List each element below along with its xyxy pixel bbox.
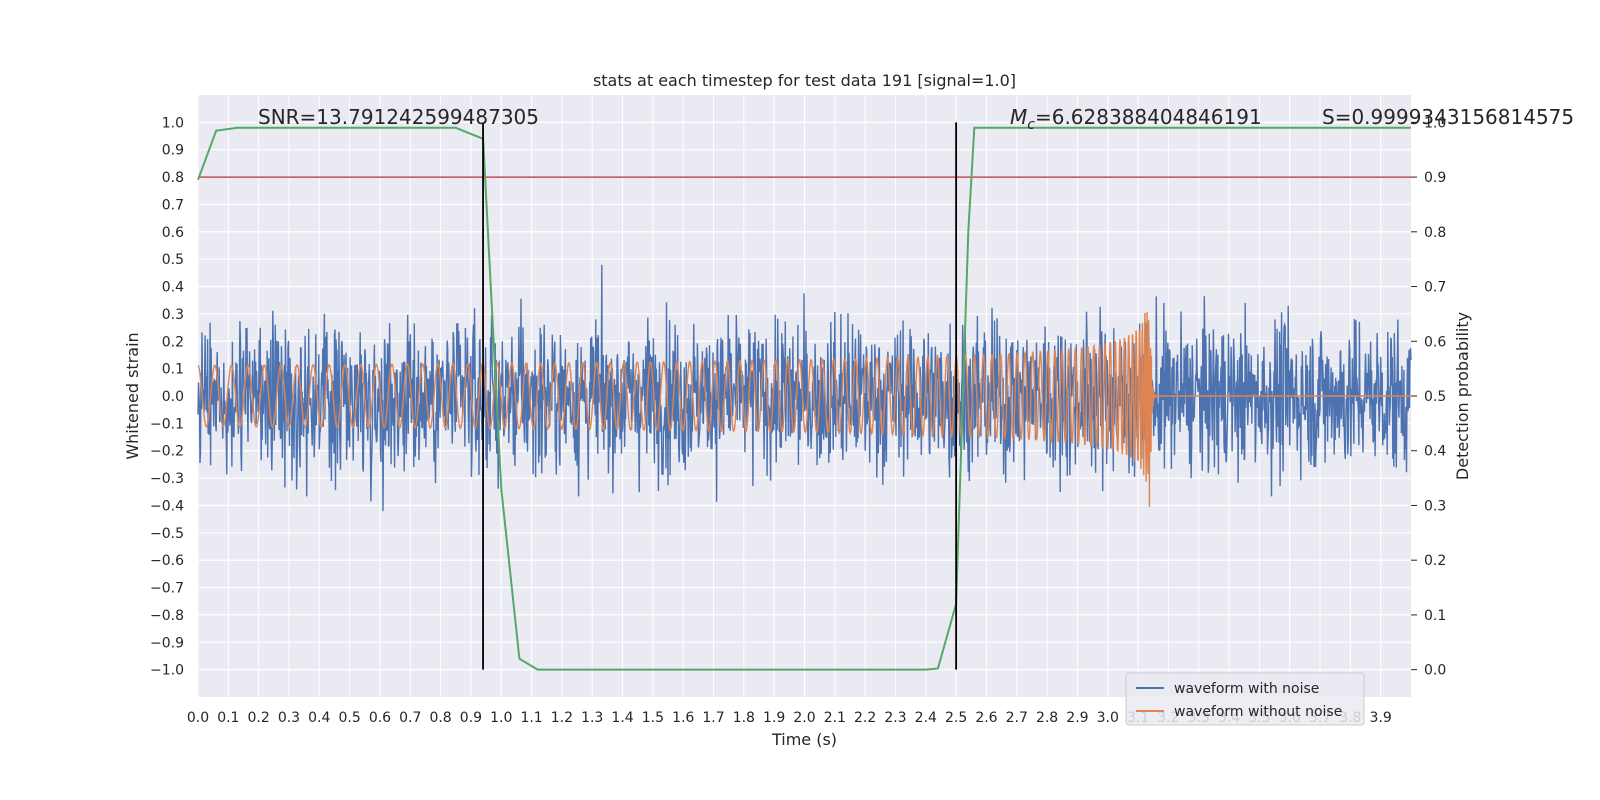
- y2-tick-label: 0.5: [1424, 389, 1446, 405]
- series-layer: [197, 122, 1412, 671]
- x-tick-label: 0.9: [460, 710, 482, 726]
- y-tick-label: −0.7: [150, 581, 184, 597]
- y2-axis-label: Detection probability: [1453, 312, 1472, 480]
- x-tick-label: 0.7: [399, 710, 421, 726]
- snr-annotation: SNR=13.791242599487305: [258, 105, 539, 129]
- x-axis-label: Time (s): [771, 730, 837, 749]
- x-tick-label: 1.5: [642, 710, 664, 726]
- chirp-mass-annotation: Mc=6.628388404846191: [1010, 105, 1262, 133]
- x-tick-label: 2.4: [915, 710, 937, 726]
- y-tick-label: −0.8: [150, 608, 184, 624]
- x-tick-label: 0.5: [338, 710, 360, 726]
- y-axis-ticks: 1.0 0.9 0.8 0.7 0.6 0.5 0.4 0.3 0.2 0.1 0.0 −0.1 −0.…: [150, 115, 184, 678]
- x-tick-label: 1.3: [581, 710, 603, 726]
- x-tick-label: 0.1: [217, 710, 239, 726]
- y-tick-label: 1.0: [162, 115, 184, 131]
- y-tick-label: 0.0: [162, 389, 184, 405]
- y2-tick-label: 0.4: [1424, 444, 1446, 460]
- x-tick-label: 2.2: [854, 710, 876, 726]
- x-tick-label: 0.0: [187, 710, 209, 726]
- x-tick-label: 1.1: [520, 710, 542, 726]
- y-tick-label: −0.2: [150, 444, 184, 460]
- x-tick-label: 3.0: [1097, 710, 1119, 726]
- y2-tick-label: 0.2: [1424, 553, 1446, 569]
- y2-tick-label: 0.8: [1424, 225, 1446, 241]
- series-line-clean: [197, 311, 1411, 508]
- legend-box: [1125, 672, 1365, 726]
- y-tick-label: −0.5: [150, 526, 184, 542]
- y-tick-label: 0.4: [162, 280, 184, 296]
- x-tick-label: 1.7: [702, 710, 724, 726]
- x-tick-label: 2.6: [975, 710, 997, 726]
- y2-tick-label: 0.0: [1424, 663, 1446, 679]
- x-tick-label: 2.0: [793, 710, 815, 726]
- x-tick-label: 2.5: [945, 710, 967, 726]
- x-tick-label: 2.8: [1036, 710, 1058, 726]
- x-tick-label: 1.2: [551, 710, 573, 726]
- y2-tick-label: 0.1: [1424, 608, 1446, 624]
- y-tick-label: 0.8: [162, 170, 184, 186]
- x-tick-label: 0.2: [248, 710, 270, 726]
- detection-probability-line: [197, 126, 1411, 671]
- y2-tick-label: 0.3: [1424, 498, 1446, 514]
- chirp-mass-subscript: c: [1027, 117, 1035, 133]
- x-tick-label: 0.8: [429, 710, 451, 726]
- legend-label-clean: waveform without noise: [1174, 704, 1342, 720]
- chirp-mass-value: =6.628388404846191: [1035, 105, 1262, 129]
- x-tick-label: 2.7: [1006, 710, 1028, 726]
- y2-tick-label: 0.9: [1424, 170, 1446, 186]
- y-tick-label: 0.2: [162, 334, 184, 350]
- y-tick-label: −0.1: [150, 416, 184, 432]
- x-tick-label: 2.1: [824, 710, 846, 726]
- y-axis-label: Whitened strain: [123, 332, 142, 459]
- series-line-noise: [197, 264, 1412, 512]
- x-tick-label: 3.9: [1370, 710, 1392, 726]
- y2-axis-ticks: 1.0 0.9 0.8 0.7 0.6 0.5 0.4 0.3 0.2 0.1 0.0: [1411, 115, 1446, 679]
- y-tick-label: −0.6: [150, 553, 184, 569]
- x-tick-label: 2.9: [1066, 710, 1088, 726]
- chirp-mass-symbol: M: [1010, 105, 1027, 129]
- x-tick-label: 1.9: [763, 710, 785, 726]
- y-tick-label: 0.9: [162, 143, 184, 159]
- y2-tick-label: 1.0: [1424, 115, 1446, 131]
- x-tick-label: 0.6: [369, 710, 391, 726]
- y-tick-label: 0.5: [162, 252, 184, 268]
- y-tick-label: −0.3: [150, 471, 184, 487]
- chart-title: stats at each timestep for test data 191…: [593, 71, 1016, 90]
- x-tick-label: 1.8: [733, 710, 755, 726]
- y-tick-label: 0.1: [162, 362, 184, 378]
- legend-label-noise: waveform with noise: [1174, 681, 1319, 697]
- y-tick-label: 0.6: [162, 225, 184, 241]
- x-tick-label: 0.4: [308, 710, 330, 726]
- y-tick-label: 0.3: [162, 307, 184, 323]
- y2-tick-label: 0.7: [1424, 280, 1446, 296]
- y-tick-label: 0.7: [162, 197, 184, 213]
- legend: waveform with noise waveform without noi…: [1125, 672, 1365, 726]
- x-tick-label: 2.3: [884, 710, 906, 726]
- s-annotation: S=0.9999343156814575: [1322, 105, 1574, 129]
- x-tick-label: 1.4: [611, 710, 633, 726]
- x-tick-label: 1.6: [672, 710, 694, 726]
- x-tick-label: 1.0: [490, 710, 512, 726]
- y2-tick-label: 0.6: [1424, 334, 1446, 350]
- y-tick-label: −1.0: [150, 663, 184, 679]
- y-tick-label: −0.9: [150, 635, 184, 651]
- x-tick-label: 0.3: [278, 710, 300, 726]
- y-tick-label: −0.4: [150, 498, 184, 514]
